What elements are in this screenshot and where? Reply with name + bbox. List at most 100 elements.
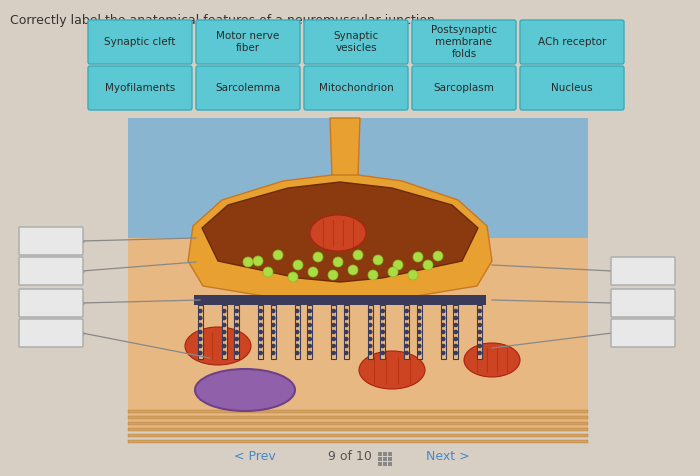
FancyBboxPatch shape (412, 66, 516, 110)
Circle shape (441, 316, 445, 320)
Circle shape (295, 330, 300, 334)
Bar (378, 462, 382, 466)
Circle shape (234, 309, 239, 313)
Circle shape (344, 344, 349, 348)
Circle shape (368, 316, 372, 320)
Circle shape (258, 323, 263, 327)
Bar (416, 305, 422, 359)
Text: Sarcoplasm: Sarcoplasm (433, 83, 494, 93)
Circle shape (271, 309, 276, 313)
Circle shape (331, 351, 336, 355)
Circle shape (222, 337, 227, 341)
Bar (258, 305, 263, 359)
Circle shape (441, 351, 445, 355)
Circle shape (441, 323, 445, 327)
Circle shape (344, 316, 349, 320)
Bar (197, 305, 203, 359)
Bar (194, 295, 486, 305)
Circle shape (393, 260, 403, 270)
FancyBboxPatch shape (520, 66, 624, 110)
Circle shape (344, 323, 349, 327)
Circle shape (273, 250, 283, 260)
Circle shape (198, 330, 202, 334)
Text: Correctly label the anatomical features of a neuromuscular junction.: Correctly label the anatomical features … (10, 14, 439, 27)
Circle shape (234, 323, 239, 327)
Circle shape (258, 351, 263, 355)
FancyBboxPatch shape (304, 66, 408, 110)
Circle shape (344, 309, 349, 313)
FancyBboxPatch shape (196, 20, 300, 64)
Circle shape (477, 330, 482, 334)
Circle shape (454, 351, 458, 355)
Circle shape (441, 337, 445, 341)
Bar (378, 457, 382, 460)
Circle shape (253, 256, 263, 266)
Circle shape (271, 323, 276, 327)
Ellipse shape (464, 343, 520, 377)
Bar (388, 452, 391, 456)
Circle shape (331, 330, 336, 334)
Circle shape (295, 344, 300, 348)
Circle shape (295, 309, 300, 313)
Circle shape (271, 337, 276, 341)
Circle shape (344, 330, 349, 334)
Bar (388, 457, 391, 460)
Circle shape (258, 309, 263, 313)
Circle shape (222, 309, 227, 313)
Circle shape (307, 337, 312, 341)
Circle shape (417, 316, 421, 320)
Circle shape (198, 309, 202, 313)
Bar (222, 305, 227, 359)
Circle shape (198, 337, 202, 341)
Circle shape (417, 309, 421, 313)
Circle shape (454, 337, 458, 341)
Bar (307, 305, 312, 359)
FancyBboxPatch shape (196, 66, 300, 110)
Bar (128, 410, 588, 413)
Bar (383, 457, 386, 460)
Circle shape (368, 330, 372, 334)
Circle shape (381, 309, 385, 313)
Circle shape (295, 323, 300, 327)
Text: ACh receptor: ACh receptor (538, 37, 606, 47)
Ellipse shape (359, 351, 425, 389)
Circle shape (433, 251, 443, 261)
Circle shape (198, 316, 202, 320)
Ellipse shape (195, 369, 295, 411)
Text: Mitochondrion: Mitochondrion (318, 83, 393, 93)
Circle shape (381, 316, 385, 320)
Text: Myofilaments: Myofilaments (105, 83, 175, 93)
Circle shape (243, 257, 253, 267)
Circle shape (222, 330, 227, 334)
Circle shape (331, 309, 336, 313)
Text: Next >: Next > (426, 450, 470, 464)
Circle shape (417, 344, 421, 348)
Bar (440, 305, 446, 359)
Circle shape (441, 344, 445, 348)
Ellipse shape (310, 215, 366, 251)
Bar (388, 462, 391, 466)
Bar (128, 422, 588, 425)
Circle shape (271, 344, 276, 348)
Bar (378, 452, 382, 456)
Bar (404, 305, 410, 359)
Bar (383, 452, 386, 456)
Polygon shape (330, 118, 360, 176)
Circle shape (295, 337, 300, 341)
Text: Synaptic
vesicles: Synaptic vesicles (333, 31, 379, 53)
Circle shape (333, 257, 343, 267)
Circle shape (258, 330, 263, 334)
Circle shape (234, 330, 239, 334)
Circle shape (295, 316, 300, 320)
Circle shape (353, 250, 363, 260)
Circle shape (328, 270, 338, 280)
Circle shape (348, 265, 358, 275)
Circle shape (222, 323, 227, 327)
FancyBboxPatch shape (611, 257, 675, 285)
Circle shape (454, 309, 458, 313)
Circle shape (368, 270, 378, 280)
Circle shape (307, 351, 312, 355)
Circle shape (405, 344, 409, 348)
Bar (234, 305, 239, 359)
Circle shape (454, 344, 458, 348)
